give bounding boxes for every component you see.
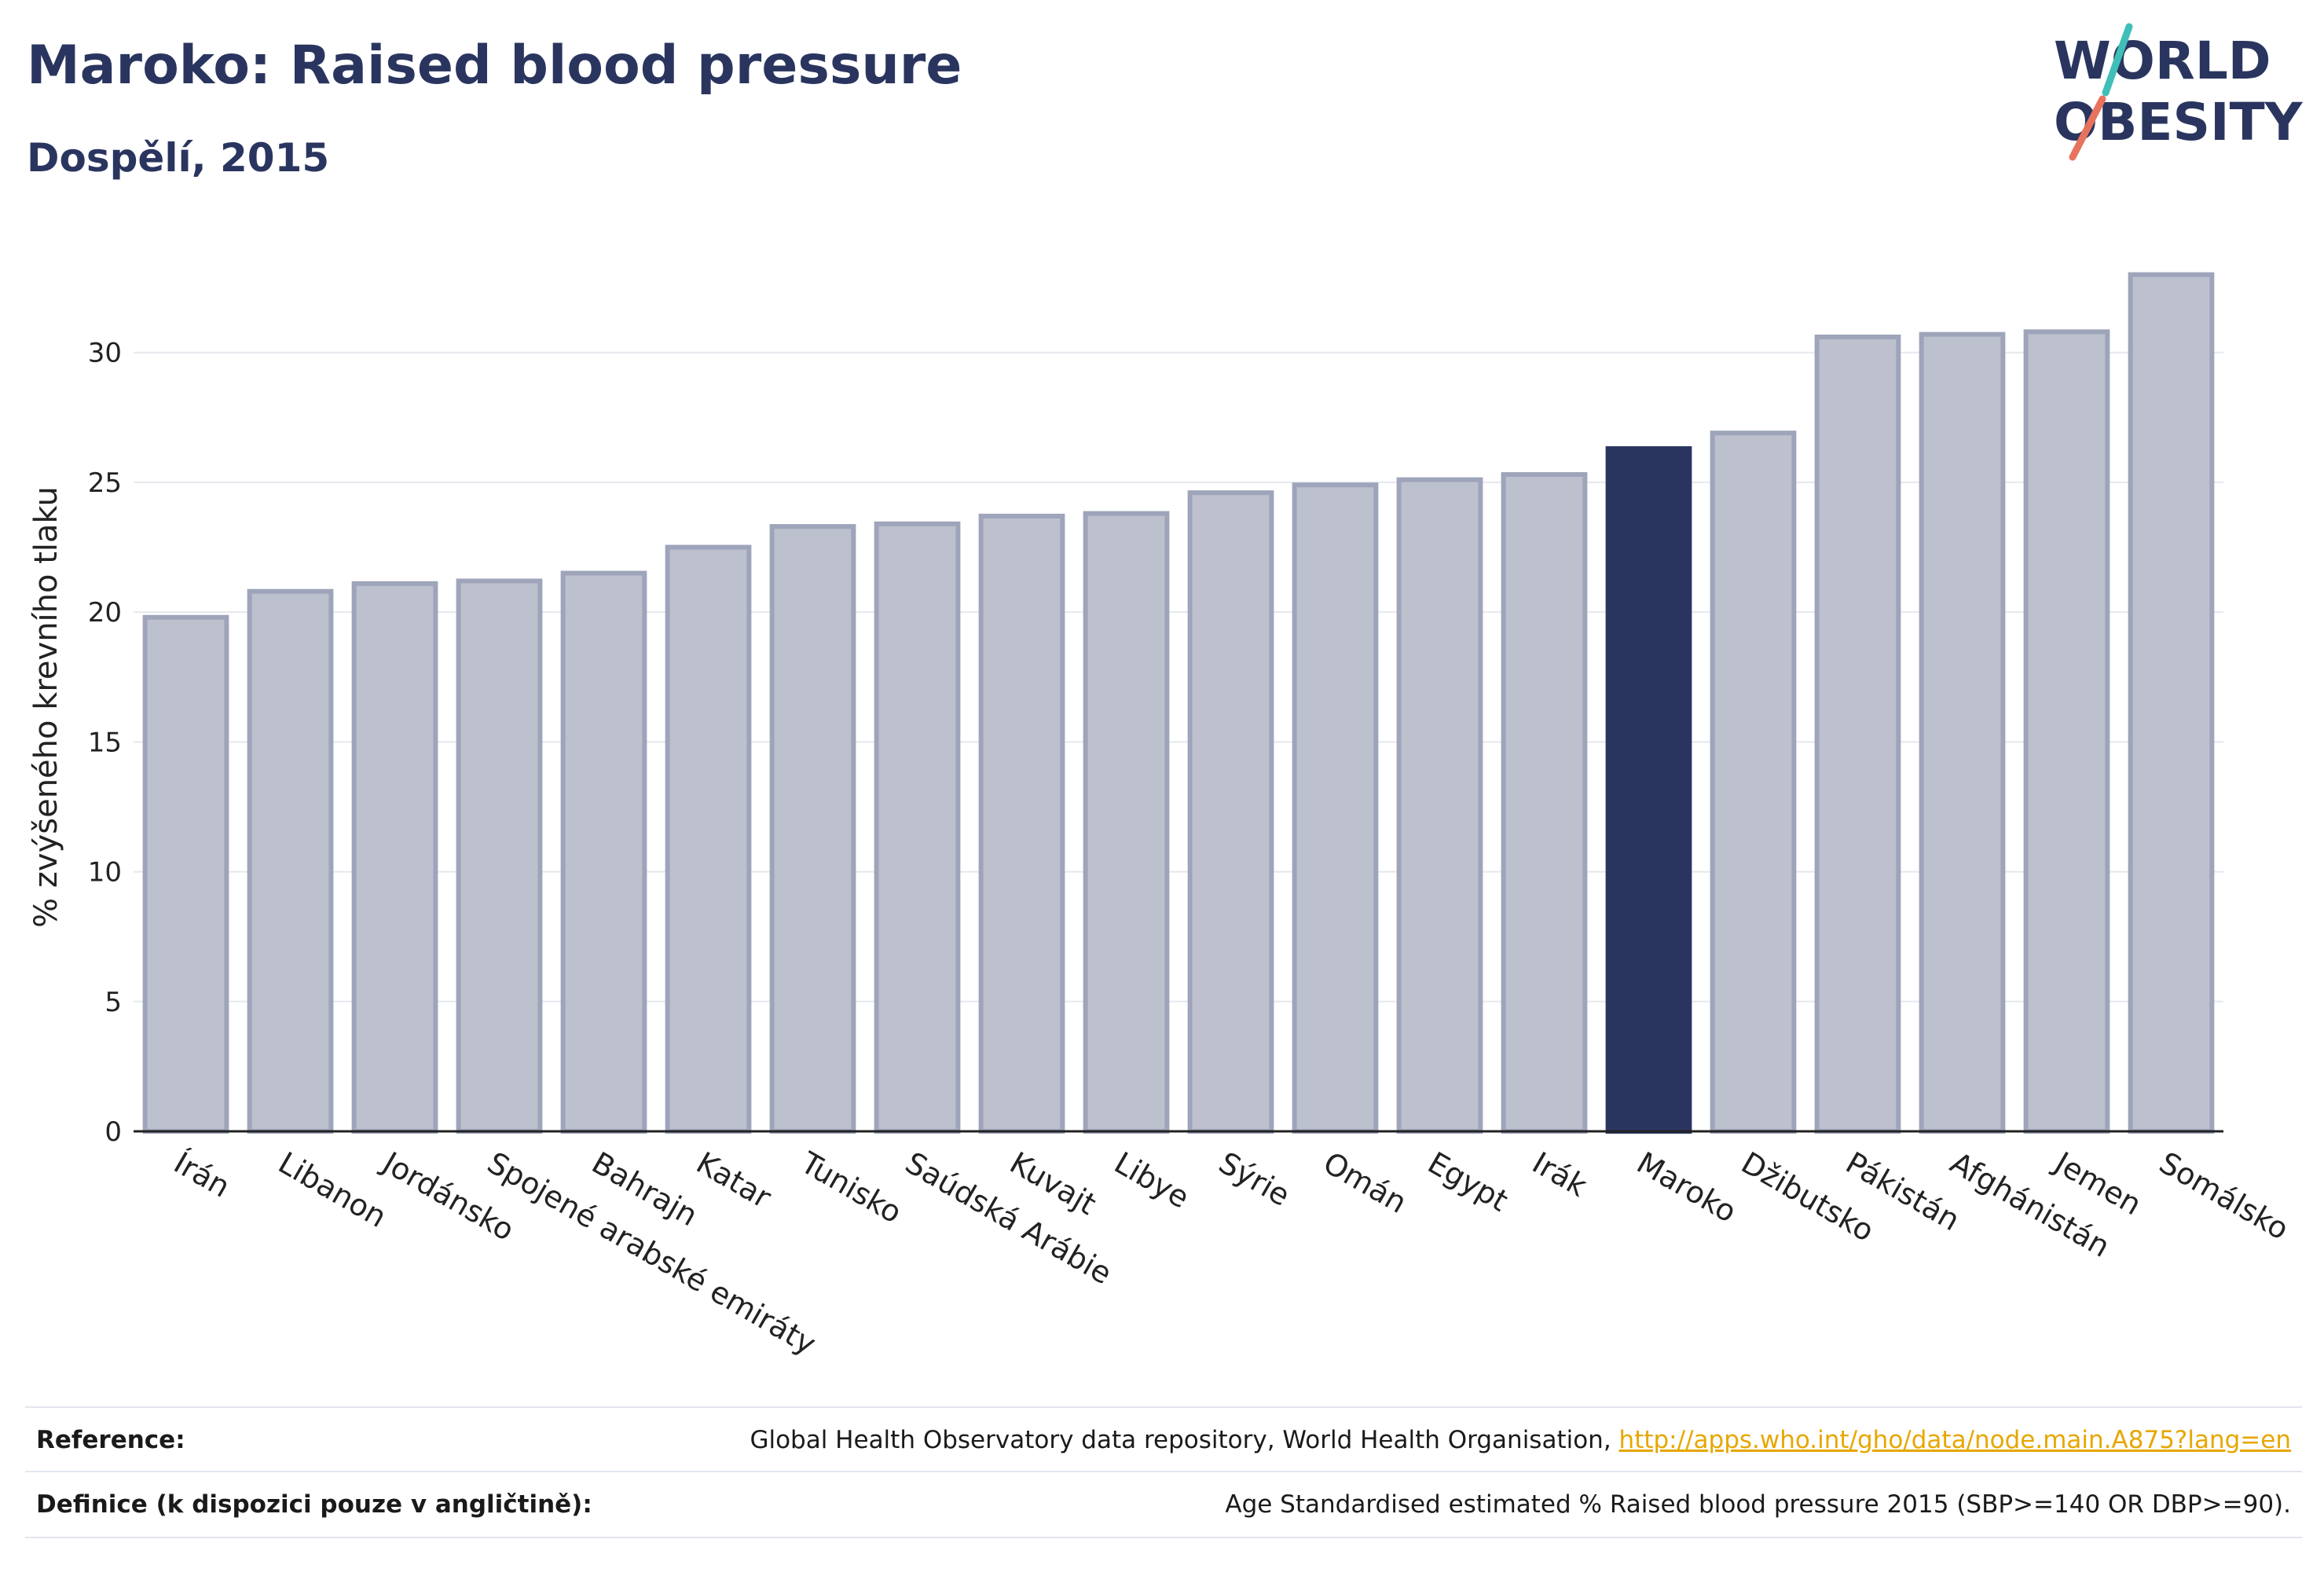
reference-row: Reference: Global Health Observatory dat…	[25, 1406, 2302, 1472]
y-tick-label: 30	[88, 338, 122, 369]
bar-Maroko	[1605, 445, 1692, 1134]
bar-Tunisko	[769, 524, 856, 1134]
bars	[142, 272, 2215, 1134]
bar-Pákistán	[1814, 334, 1901, 1134]
x-tick-label: Omán	[1318, 1145, 1413, 1220]
bar-Irák	[1501, 472, 1588, 1134]
bar-Libye	[1083, 511, 1170, 1134]
gridlines	[134, 351, 2223, 1002]
definition-row: Definice (k dispozici pouze v angličtině…	[25, 1471, 2302, 1538]
definition-text: Age Standardised estimated % Raised bloo…	[1225, 1490, 2291, 1519]
y-axis-label: % zvýšeného krevního tlaku	[28, 486, 64, 928]
reference-label: Reference:	[36, 1426, 185, 1454]
bar-Írán	[142, 614, 229, 1134]
reference-link[interactable]: http://apps.who.int/gho/data/node.main.A…	[1618, 1426, 2291, 1454]
y-tick-label: 5	[104, 987, 122, 1018]
x-tick-label: Libanon	[273, 1145, 392, 1234]
y-tick-label: 15	[88, 727, 122, 758]
chart-subtitle: Dospělí, 2015	[27, 135, 330, 181]
x-tick-label: Írán	[168, 1145, 236, 1204]
logo-line2: OBESITY	[2054, 92, 2304, 152]
y-tick-label: 25	[88, 467, 122, 499]
logo-line1: WORLD	[2054, 31, 2271, 91]
bar-Bahrajn	[560, 570, 647, 1134]
definition-label: Definice (k dispozici pouze v angličtině…	[36, 1490, 592, 1519]
y-axis-ticks: 0 5 10 15 20 25 30	[88, 338, 122, 1148]
bar-Jemen	[2023, 329, 2110, 1134]
x-tick-label: Somálsko	[2154, 1145, 2295, 1247]
y-tick-label: 20	[88, 597, 122, 629]
x-tick-label: Sýrie	[1213, 1145, 1296, 1213]
x-tick-label: Tunisko	[794, 1145, 907, 1230]
x-tick-label: Egypt	[1422, 1145, 1514, 1219]
bar-Jordánsko	[351, 581, 438, 1134]
x-tick-label: Maroko	[1631, 1145, 1743, 1230]
y-tick-label: 0	[104, 1116, 122, 1148]
bar-Saúdská Arábie	[874, 521, 961, 1134]
x-tick-label: Libye	[1109, 1145, 1195, 1215]
bar-Sýrie	[1187, 490, 1274, 1134]
x-tick-label: Katar	[691, 1145, 777, 1215]
world-obesity-logo: WORLD OBESITY	[2054, 23, 2304, 161]
reference-text: Global Health Observatory data repositor…	[750, 1426, 1611, 1454]
bar-Kuvajt	[978, 513, 1065, 1134]
bar-Egypt	[1396, 477, 1483, 1134]
bar-Afghánistán	[1919, 332, 2006, 1134]
chart-title: Maroko: Raised blood pressure	[27, 35, 962, 97]
reference-value: Global Health Observatory data repositor…	[750, 1426, 2302, 1454]
bar-Libanon	[247, 588, 334, 1134]
bar-Omán	[1292, 482, 1379, 1134]
bar-Džibutsko	[1710, 431, 1797, 1134]
x-tick-label: Irák	[1527, 1145, 1593, 1204]
bar-Somálsko	[2128, 272, 2215, 1134]
y-tick-label: 10	[88, 857, 122, 889]
bar-Katar	[665, 544, 752, 1134]
bar-Spojené arabské emiráty	[456, 578, 543, 1134]
